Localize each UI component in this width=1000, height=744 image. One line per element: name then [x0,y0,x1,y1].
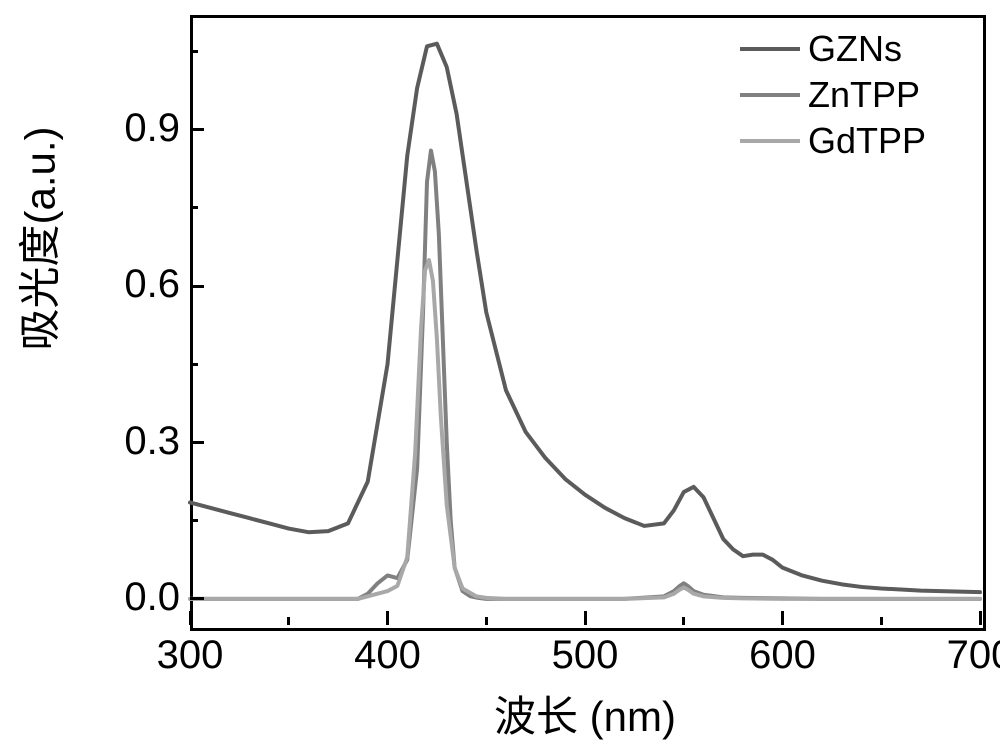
y-tick-label: 0.3 [100,419,180,464]
x-tick-label: 700 [940,633,1000,678]
absorbance-chart: 吸光度(a.u.) 波长 (nm) GZNsZnTPPGdTPP 300 400 5… [0,0,1000,742]
y-axis-label: 吸光度(a.u.) [7,307,68,351]
tick-mark [189,611,192,625]
tick-mark [190,441,204,444]
tick-mark [190,363,198,366]
legend-item: GZNs [740,28,926,70]
tick-mark [287,617,290,625]
tick-mark [190,285,204,288]
tick-mark [682,617,685,625]
legend-line-icon [740,139,800,143]
legend-item: GdTPP [740,120,926,162]
legend-label: GdTPP [808,120,926,162]
legend: GZNsZnTPPGdTPP [740,28,926,162]
legend-line-icon [740,93,800,97]
y-tick-label: 0.0 [100,575,180,620]
x-tick-label: 600 [743,633,823,678]
x-tick-label: 400 [348,633,428,678]
tick-mark [584,611,587,625]
legend-item: ZnTPP [740,74,926,116]
tick-mark [190,206,198,209]
legend-line-icon [740,47,800,51]
tick-mark [190,519,198,522]
x-tick-label: 300 [150,633,230,678]
x-axis-label: 波长 (nm) [475,683,695,744]
tick-mark [781,611,784,625]
x-tick-label: 500 [545,633,625,678]
tick-mark [979,611,982,625]
tick-mark [880,617,883,625]
tick-mark [386,611,389,625]
tick-mark [190,597,204,600]
tick-mark [190,50,198,53]
tick-mark [190,128,204,131]
legend-label: GZNs [808,28,902,70]
legend-label: ZnTPP [808,74,920,116]
y-tick-label: 0.9 [100,106,180,151]
tick-mark [485,617,488,625]
y-tick-label: 0.6 [100,262,180,307]
